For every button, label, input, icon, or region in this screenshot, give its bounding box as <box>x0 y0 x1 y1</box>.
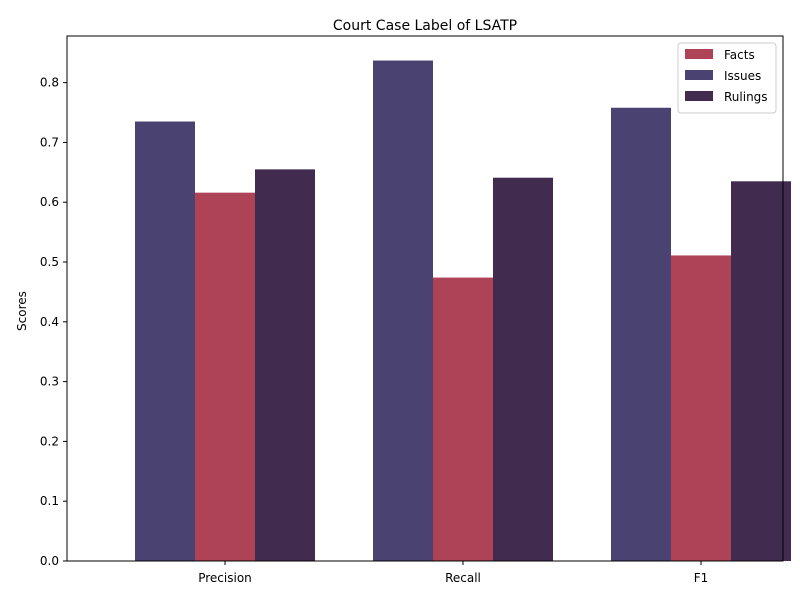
y-tick-label: 0.8 <box>40 76 59 90</box>
bar-facts-f1 <box>671 255 731 561</box>
y-tick-label: 0.0 <box>40 554 59 568</box>
y-tick-label: 0.3 <box>40 375 59 389</box>
x-axis: Precision Recall F1 <box>198 561 708 585</box>
legend-swatch-issues <box>685 70 713 80</box>
x-tick-label: F1 <box>694 571 709 585</box>
y-tick-label: 0.2 <box>40 434 59 448</box>
legend-label-rulings: Rulings <box>724 90 768 104</box>
bar-rulings-recall <box>493 177 553 561</box>
x-tick-label: Precision <box>198 571 252 585</box>
plot-frame <box>66 35 784 562</box>
bar-issues-f1 <box>611 107 671 561</box>
y-axis: 0.0 0.1 0.2 0.3 0.4 0.5 0.6 0.7 0.8 <box>40 76 67 568</box>
bar-rulings-f1 <box>731 181 791 562</box>
bar-issues-recall <box>373 60 433 562</box>
y-tick-label: 0.4 <box>40 315 59 329</box>
chart-title: Court Case Label of LSATP <box>333 18 517 34</box>
y-tick-label: 0.6 <box>40 195 59 209</box>
legend-label-issues: Issues <box>724 69 761 83</box>
bars-group <box>135 60 791 562</box>
bar-facts-recall <box>433 277 493 561</box>
y-axis-label: Scores <box>15 291 29 331</box>
y-tick-label: 0.5 <box>40 255 59 269</box>
legend-swatch-rulings <box>685 91 713 101</box>
bar-rulings-precision <box>255 169 315 561</box>
legend-swatch-facts <box>685 49 713 59</box>
legend-label-facts: Facts <box>724 48 755 62</box>
legend: Facts Issues Rulings <box>677 42 777 114</box>
y-tick-label: 0.1 <box>40 494 59 508</box>
x-tick-label: Recall <box>445 571 481 585</box>
bar-facts-precision <box>195 192 255 561</box>
y-tick-label: 0.7 <box>40 135 59 149</box>
bar-issues-precision <box>135 121 195 561</box>
